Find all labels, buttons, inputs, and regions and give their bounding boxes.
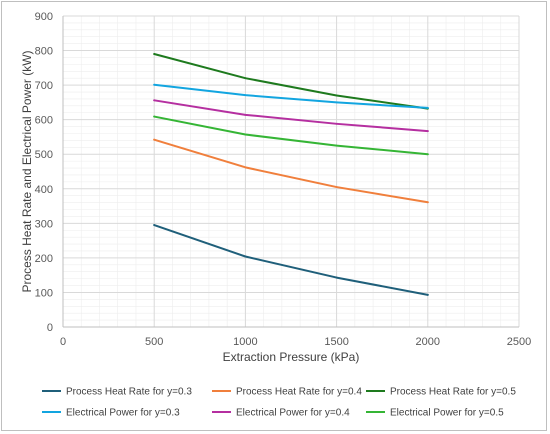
y-tick-label: 900: [35, 11, 53, 23]
x-tick-label: 0: [60, 336, 66, 348]
data-point: [335, 122, 338, 125]
series-line-1: [153, 224, 429, 296]
data-point: [244, 166, 247, 169]
data-point: [426, 153, 429, 156]
legend-item: Process Heat Rate for y=0.5: [366, 387, 516, 398]
legend-label: Electrical Power for y=0.3: [66, 408, 180, 419]
y-tick-label: 400: [35, 184, 53, 196]
y-tick-label: 200: [35, 253, 53, 265]
legend-label: Process Heat Rate for y=0.3: [66, 387, 192, 398]
data-point: [244, 255, 247, 258]
legend-item: Electrical Power for y=0.3: [42, 408, 180, 419]
legend-label: Process Heat Rate for y=0.5: [390, 387, 516, 398]
data-point: [153, 115, 156, 118]
x-tick-label: 1500: [324, 336, 348, 348]
data-point: [153, 83, 156, 86]
legend-label: Electrical Power for y=0.5: [390, 408, 504, 419]
legend: Process Heat Rate for y=0.3 Process Heat …: [42, 387, 516, 419]
y-tick-labels: 0 100 200 300 400 500 600 700 800 900: [35, 11, 53, 334]
legend-item: Electrical Power for y=0.5: [366, 408, 504, 419]
legend-item: Process Heat Rate for y=0.3: [42, 387, 192, 398]
series-group: [153, 53, 429, 296]
y-tick-label: 500: [35, 149, 53, 161]
series-line-6: [153, 115, 429, 156]
y-axis-title: Process Heat Rate and Electrical Power (…: [20, 50, 34, 292]
legend-item: Electrical Power for y=0.4: [212, 408, 350, 419]
legend-label: Electrical Power for y=0.4: [236, 408, 350, 419]
data-point: [153, 224, 156, 226]
x-axis-title: Extraction Pressure (kPa): [223, 350, 360, 364]
y-tick-label: 600: [35, 115, 53, 127]
x-tick-label: 1000: [233, 336, 257, 348]
y-tick-label: 700: [35, 80, 53, 92]
data-point: [426, 130, 429, 132]
data-point: [426, 201, 429, 204]
legend-label: Process Heat Rate for y=0.4: [236, 387, 362, 398]
y-tick-label: 0: [47, 322, 53, 334]
series-line-5: [153, 99, 429, 133]
y-tick-label: 800: [35, 46, 53, 58]
y-tick-label: 300: [35, 218, 53, 230]
x-tick-label: 500: [145, 336, 163, 348]
data-point: [335, 144, 338, 147]
data-point: [244, 94, 247, 97]
data-point: [244, 77, 247, 80]
y-tick-label: 100: [35, 287, 53, 299]
x-tick-label: 2500: [507, 336, 531, 348]
x-tick-labels: 0 500 1000 1500 2000 2500: [60, 336, 531, 348]
data-point: [153, 138, 156, 141]
data-point: [335, 94, 338, 97]
minor-gridlines: [63, 16, 519, 327]
x-tick-label: 2000: [416, 336, 440, 348]
data-point: [244, 113, 247, 116]
data-point: [426, 107, 429, 109]
data-point: [335, 186, 338, 188]
series-line-3: [153, 53, 429, 110]
data-point: [153, 99, 156, 102]
series-line-4: [153, 83, 429, 109]
major-gridlines: [62, 15, 520, 328]
data-point: [153, 53, 156, 55]
data-point: [335, 101, 338, 104]
series-line-2: [153, 138, 429, 204]
data-point: [335, 276, 338, 279]
data-point: [244, 133, 247, 136]
data-point: [426, 293, 429, 296]
legend-item: Process Heat Rate for y=0.4: [212, 387, 362, 398]
